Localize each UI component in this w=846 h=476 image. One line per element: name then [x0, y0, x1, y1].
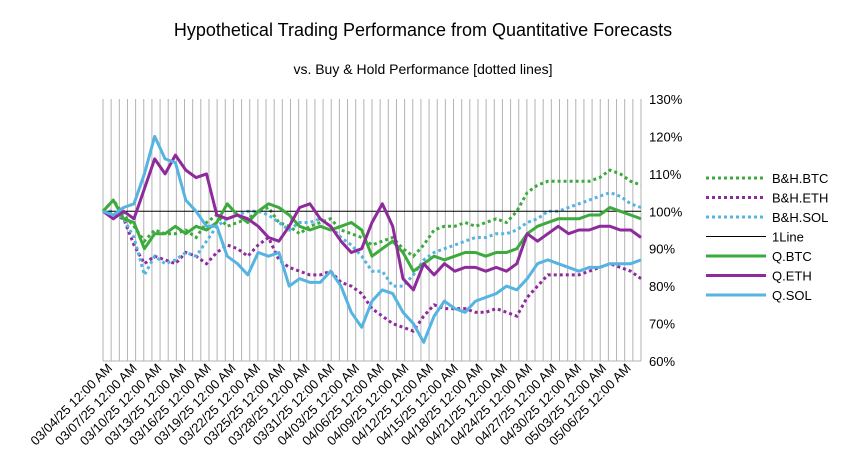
- legend-label: 1Line: [772, 230, 804, 245]
- series-q-eth: [102, 153, 642, 292]
- y-tick-label: 100%: [649, 204, 683, 219]
- y-tick-label: 80%: [649, 279, 675, 294]
- legend: B&H.BTC B&H.ETH B&H.SOL 1Line Q.BTC Q.ETH Q.SO…: [706, 171, 828, 303]
- y-axis: 60% 70% 80% 90% 100% 110% 120% 130%: [649, 92, 683, 369]
- legend-label: B&H.BTC: [772, 171, 828, 186]
- series-layer: [101, 134, 642, 344]
- legend-label: Q.BTC: [772, 249, 812, 264]
- series-q-btc: [101, 198, 642, 273]
- grid: [102, 99, 642, 362]
- chart-subtitle: vs. Buy & Hold Performance [dotted lines…: [293, 61, 552, 77]
- series-q-sol: [102, 134, 642, 344]
- legend-label: Q.SOL: [772, 288, 812, 303]
- y-tick-label: 60%: [649, 354, 675, 369]
- y-tick-label: 120%: [649, 129, 683, 144]
- legend-label: B&H.ETH: [772, 191, 828, 206]
- chart-title: Hypothetical Trading Performance from Qu…: [174, 20, 672, 40]
- legend-label: B&H.SOL: [772, 210, 828, 225]
- series-b-h-btc: [101, 168, 642, 259]
- y-tick-label: 90%: [649, 242, 675, 257]
- series-b-h-eth: [102, 209, 642, 333]
- y-tick-label: 110%: [649, 167, 682, 182]
- legend-label: Q.ETH: [772, 269, 812, 284]
- y-tick-label: 70%: [649, 317, 675, 332]
- y-tick-label: 130%: [649, 92, 683, 107]
